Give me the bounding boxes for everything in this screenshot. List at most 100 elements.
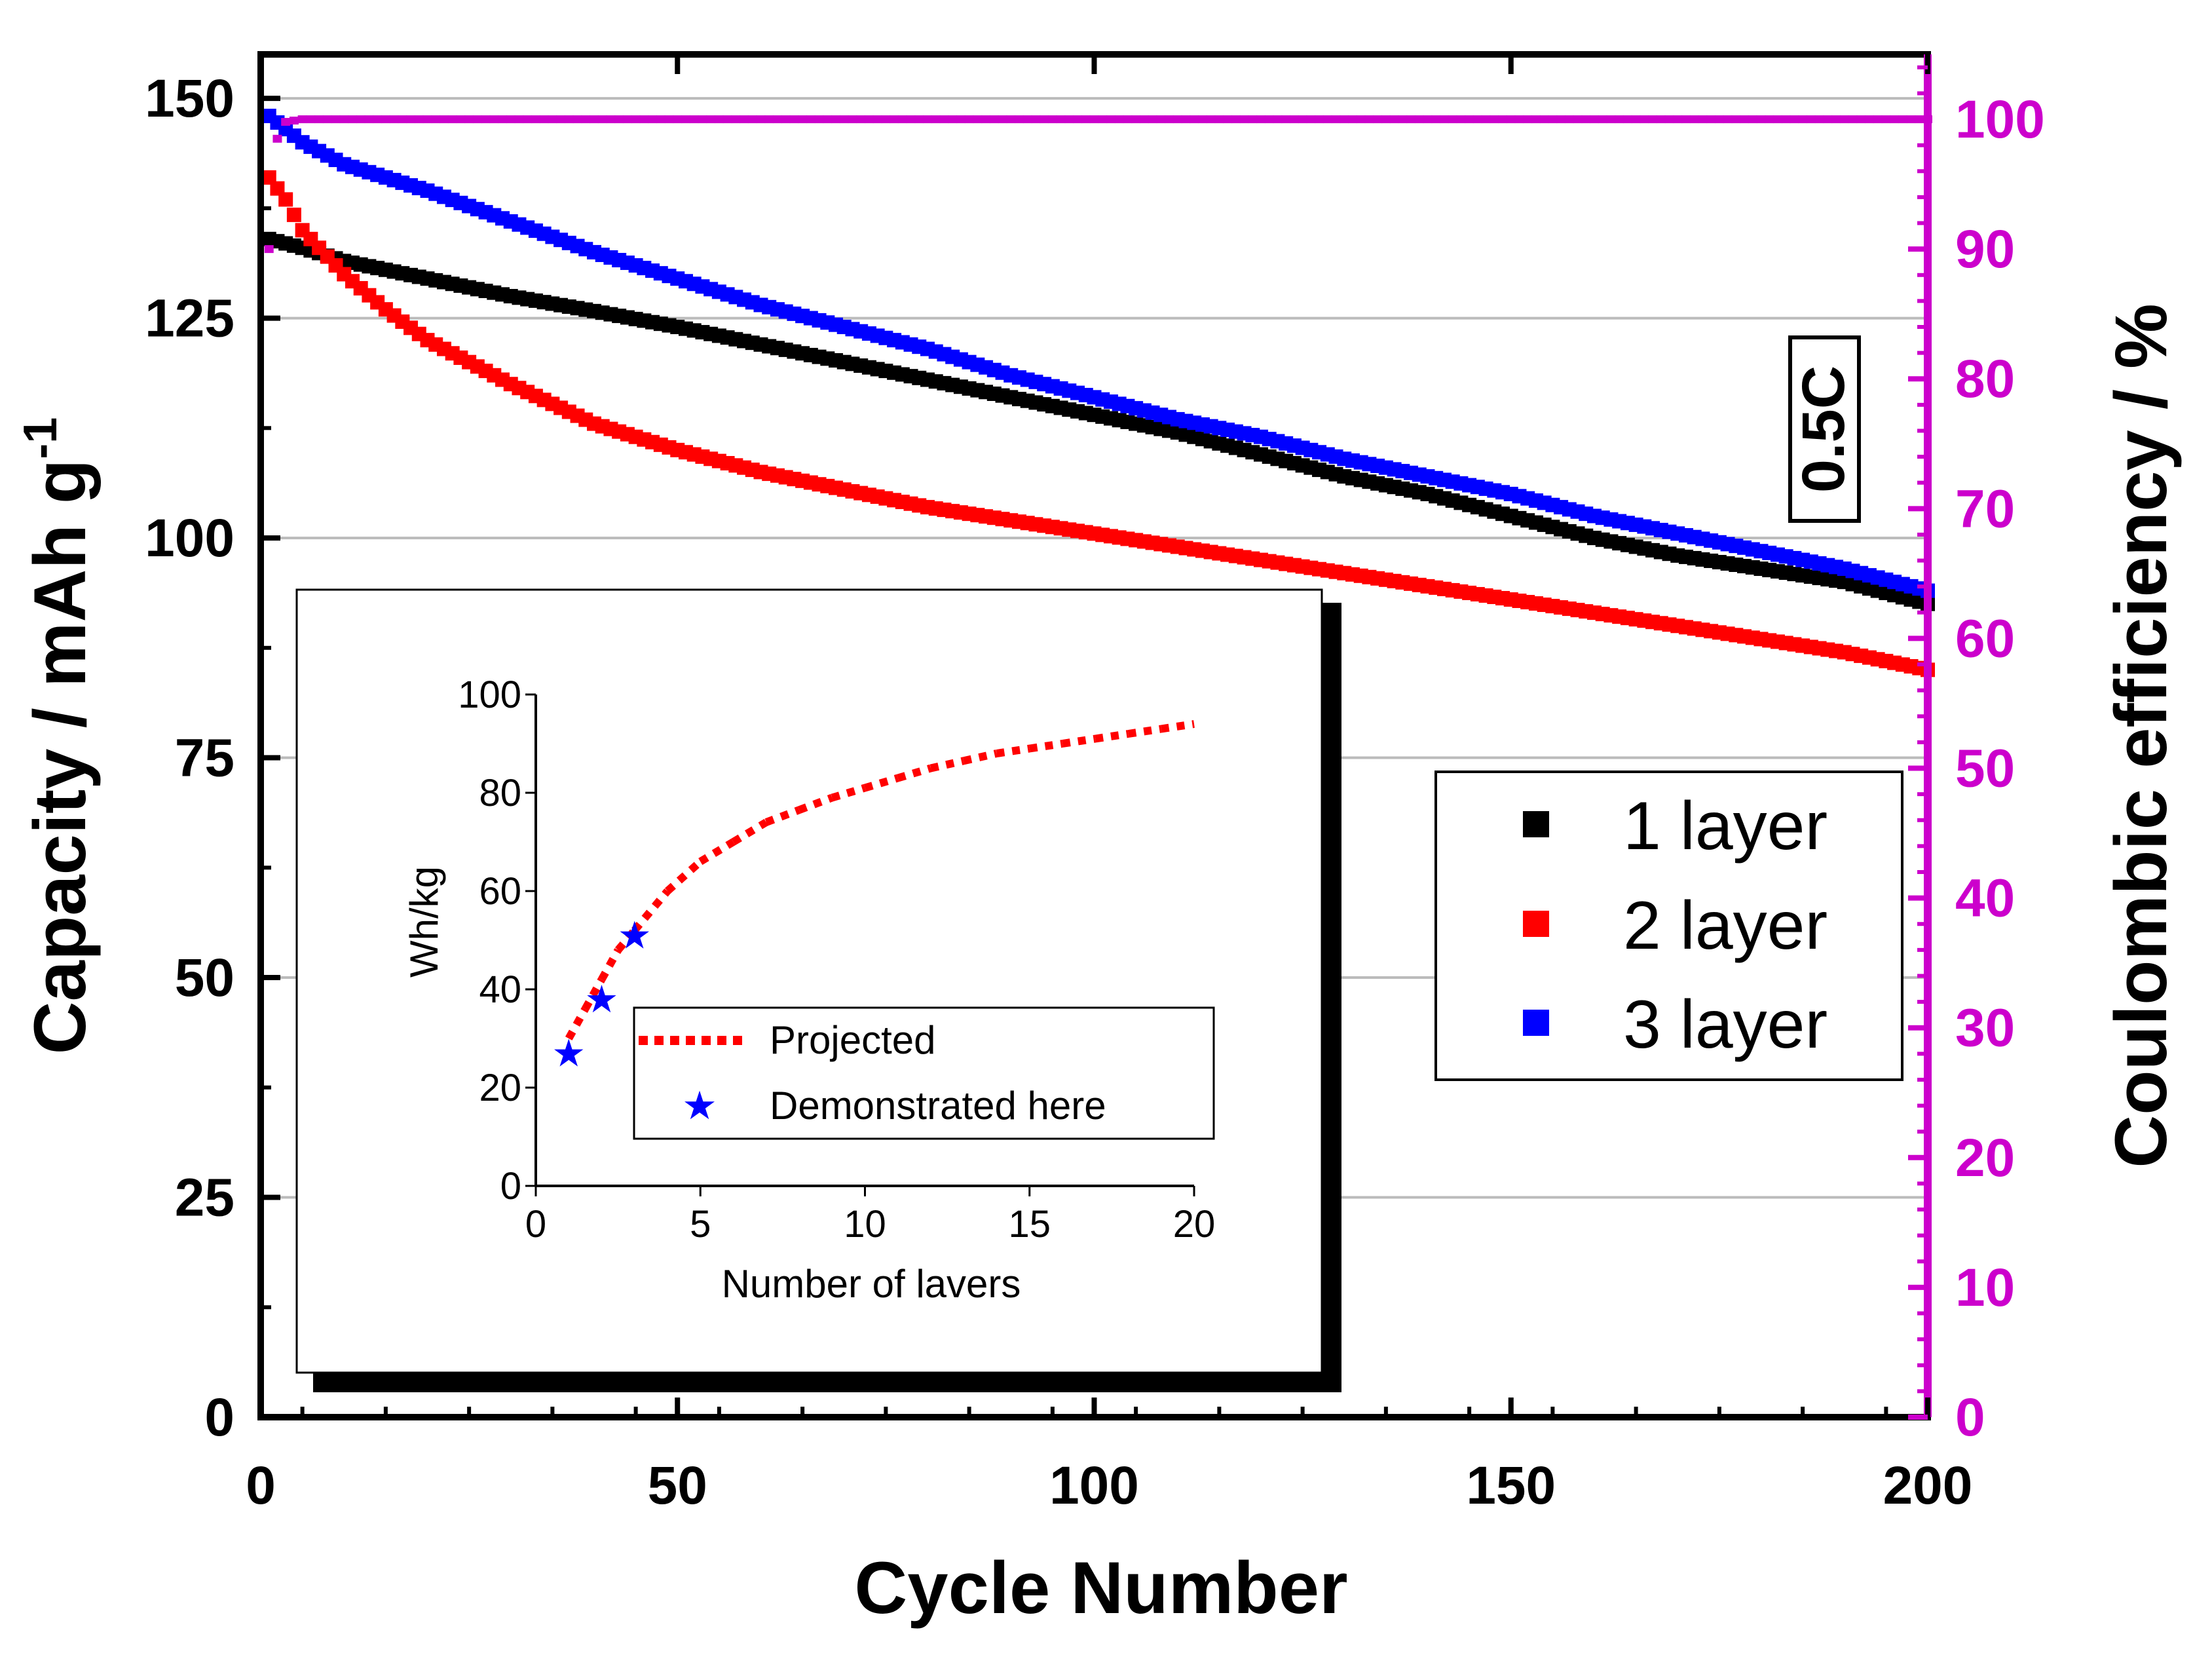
inset-series-layer: ★ ★ ★	[552, 720, 1195, 1075]
projected-segment-8-to-9	[797, 793, 834, 814]
point-coulombic-efficiency-cycle-112	[1190, 115, 1199, 124]
point-coulombic-efficiency-cycle-145	[1465, 115, 1474, 124]
point-coulombic-efficiency-cycle-64	[789, 115, 799, 124]
inset-panel	[295, 588, 1323, 1374]
point-coulombic-efficiency-cycle-6	[306, 115, 316, 124]
point-coulombic-efficiency-cycle-193	[1864, 115, 1874, 124]
point-coulombic-efficiency-cycle-163	[1615, 115, 1624, 124]
point-coulombic-efficiency-cycle-142	[1439, 115, 1449, 124]
point-coulombic-efficiency-cycle-124	[1289, 115, 1299, 124]
series-3-layer	[261, 108, 1935, 598]
main-series-layer	[261, 108, 1935, 677]
point-2-layer-cycle-4	[286, 207, 301, 222]
x-tick-label-50: 50	[648, 1456, 707, 1515]
projected-segment-19-to-20	[1160, 720, 1195, 733]
x-tick-label-150: 150	[1466, 1456, 1556, 1515]
point-coulombic-efficiency-cycle-173	[1698, 115, 1708, 124]
point-coulombic-efficiency-cycle-32	[523, 115, 533, 124]
point-coulombic-efficiency-cycle-98	[1073, 115, 1083, 124]
y-tick-label-125: 125	[145, 289, 234, 349]
x-tick-label-100: 100	[1049, 1456, 1139, 1515]
inset-legend-box	[633, 1006, 1215, 1140]
point-coulombic-efficiency-cycle-31	[514, 115, 524, 124]
point-coulombic-efficiency-cycle-184	[1790, 115, 1799, 124]
point-coulombic-efficiency-cycle-174	[1706, 115, 1716, 124]
projected-segment-4-to-5	[664, 858, 703, 894]
point-coulombic-efficiency-cycle-195	[1881, 115, 1891, 124]
point-coulombic-efficiency-cycle-21	[431, 115, 441, 124]
point-coulombic-efficiency-cycle-25	[464, 115, 474, 124]
point-coulombic-efficiency-cycle-49	[664, 115, 674, 124]
point-coulombic-efficiency-cycle-103	[1114, 115, 1124, 124]
point-coulombic-efficiency-cycle-171	[1681, 115, 1691, 124]
point-coulombic-efficiency-cycle-73	[864, 115, 874, 124]
point-coulombic-efficiency-cycle-11	[347, 115, 357, 124]
point-coulombic-efficiency-cycle-69	[831, 115, 841, 124]
legend-label-2-layer: 2 layer	[1623, 888, 1828, 964]
point-coulombic-efficiency-cycle-23	[447, 115, 457, 124]
point-coulombic-efficiency-cycle-81	[931, 115, 941, 124]
point-coulombic-efficiency-cycle-151	[1514, 115, 1524, 124]
point-coulombic-efficiency-cycle-9	[331, 115, 341, 124]
point-coulombic-efficiency-cycle-38	[572, 115, 582, 124]
demonstrated-point-1-layers: ★	[552, 1033, 586, 1075]
point-coulombic-efficiency-cycle-7	[314, 115, 324, 124]
point-coulombic-efficiency-cycle-133	[1364, 115, 1374, 124]
point-coulombic-efficiency-cycle-178	[1740, 115, 1750, 124]
inset-x-tick-label-10: 10	[844, 1203, 886, 1246]
point-coulombic-efficiency-cycle-63	[781, 115, 791, 124]
point-coulombic-efficiency-cycle-119	[1248, 115, 1258, 124]
point-coulombic-efficiency-cycle-162	[1606, 115, 1616, 124]
point-coulombic-efficiency-cycle-22	[439, 115, 449, 124]
legend-label-1-layer: 1 layer	[1623, 788, 1828, 864]
point-coulombic-efficiency-cycle-50	[673, 115, 683, 124]
legend-swatch-1-layer	[1523, 811, 1549, 837]
point-coulombic-efficiency-cycle-188	[1823, 115, 1833, 124]
point-coulombic-efficiency-cycle-95	[1047, 115, 1057, 124]
point-coulombic-efficiency-cycle-176	[1723, 115, 1733, 124]
point-coulombic-efficiency-cycle-61	[764, 115, 774, 124]
point-coulombic-efficiency-cycle-126	[1306, 115, 1316, 124]
point-coulombic-efficiency-cycle-161	[1598, 115, 1607, 124]
point-coulombic-efficiency-cycle-106	[1139, 115, 1149, 124]
point-coulombic-efficiency-cycle-127	[1315, 115, 1324, 124]
point-coulombic-efficiency-cycle-2	[272, 134, 282, 143]
point-coulombic-efficiency-cycle-68	[823, 115, 833, 124]
point-coulombic-efficiency-cycle-67	[814, 115, 824, 124]
point-coulombic-efficiency-cycle-80	[923, 115, 932, 124]
inset-x-tick-label-20: 20	[1173, 1203, 1216, 1246]
point-coulombic-efficiency-cycle-135	[1381, 115, 1391, 124]
projected-segment-7-to-8	[764, 806, 801, 826]
point-coulombic-efficiency-cycle-156	[1556, 115, 1566, 124]
point-coulombic-efficiency-cycle-85	[964, 115, 974, 124]
inset-legend: Projected ★ Demonstrated here	[633, 1006, 1215, 1140]
point-coulombic-efficiency-cycle-185	[1798, 115, 1808, 124]
point-coulombic-efficiency-cycle-5	[297, 115, 307, 124]
point-coulombic-efficiency-cycle-147	[1481, 115, 1491, 124]
point-coulombic-efficiency-cycle-136	[1389, 115, 1399, 124]
projected-segment-6-to-7	[731, 818, 768, 846]
point-coulombic-efficiency-cycle-26	[472, 115, 482, 124]
point-2-layer-cycle-1	[261, 170, 276, 185]
inset-series-demonstrated: ★ ★ ★	[552, 915, 652, 1075]
point-coulombic-efficiency-cycle-55	[714, 115, 724, 124]
point-coulombic-efficiency-cycle-4	[289, 117, 299, 125]
y-axis-title-superscript: -1	[14, 417, 67, 459]
y-tick-label-25: 25	[175, 1168, 234, 1228]
projected-segment-5-to-6	[698, 838, 736, 866]
point-coulombic-efficiency-cycle-30	[506, 115, 516, 124]
point-coulombic-efficiency-cycle-107	[1148, 115, 1157, 124]
point-coulombic-efficiency-cycle-102	[1106, 115, 1115, 124]
point-coulombic-efficiency-cycle-12	[356, 115, 366, 124]
point-coulombic-efficiency-cycle-111	[1181, 115, 1191, 124]
inset-y-tick-label-80: 80	[479, 772, 521, 814]
point-coulombic-efficiency-cycle-43	[614, 115, 624, 124]
y2-tick-label-10: 10	[1955, 1258, 2015, 1318]
y2-tick-label-90: 90	[1955, 219, 2015, 279]
point-coulombic-efficiency-cycle-53	[698, 115, 707, 124]
point-coulombic-efficiency-cycle-76	[890, 115, 899, 124]
point-coulombic-efficiency-cycle-159	[1581, 115, 1591, 124]
point-coulombic-efficiency-cycle-100	[1089, 115, 1099, 124]
point-coulombic-efficiency-cycle-75	[881, 115, 891, 124]
x-axis-title: Cycle Number	[854, 1547, 1347, 1629]
